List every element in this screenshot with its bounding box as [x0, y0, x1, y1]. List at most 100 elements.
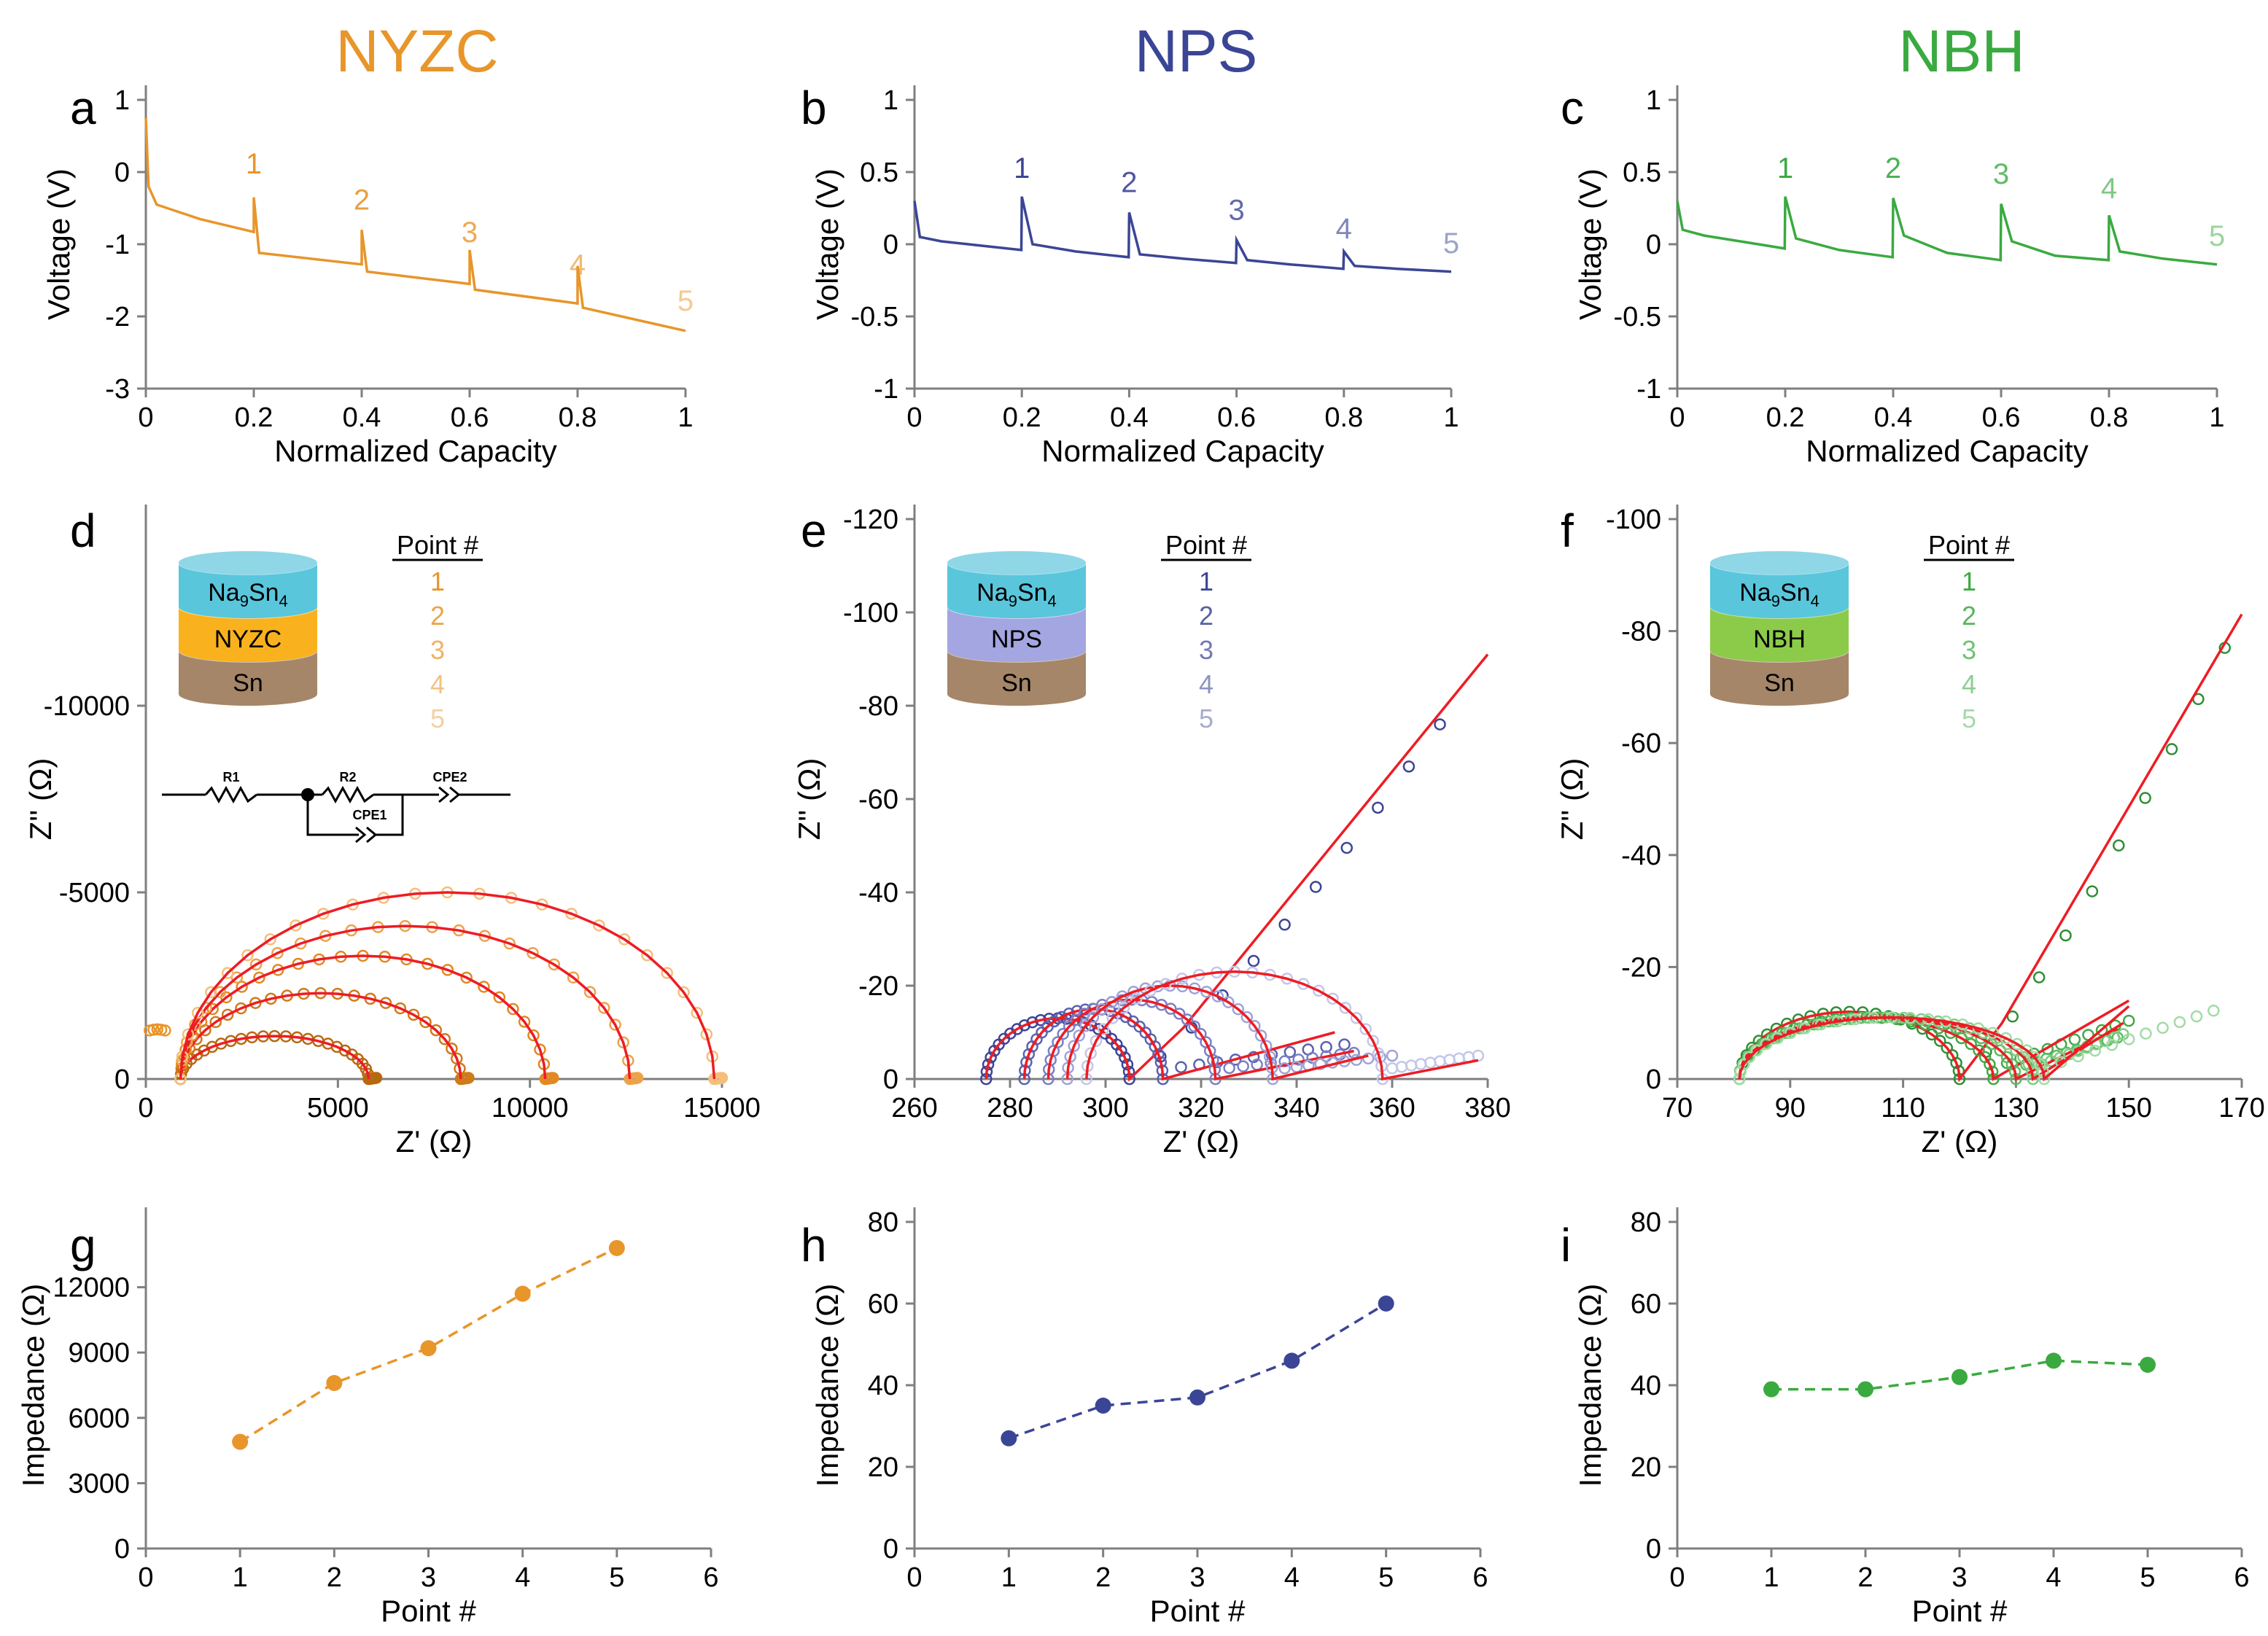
data-point — [2122, 1033, 2135, 1045]
data-point — [1070, 1013, 1083, 1026]
stack-layer-edge — [1710, 595, 1849, 618]
data-point — [2006, 1010, 2019, 1023]
x-tick-label: 320 — [1178, 1093, 1224, 1123]
data-point — [1386, 1062, 1399, 1075]
y-tick-label: -80 — [858, 691, 898, 722]
point-label-2: 2 — [1885, 152, 1901, 184]
y-tick-label: 0 — [114, 157, 130, 188]
stack-middle-label: NPS — [991, 626, 1042, 653]
x-tick-label: 4 — [1284, 1562, 1300, 1593]
data-point — [1424, 1056, 1437, 1069]
data-point — [1283, 1045, 1297, 1059]
panel-f: f 70 90 110 130 150 170 0 -20 -40 -60 -80 -100 Z' (Ω)… — [1555, 505, 2265, 1158]
panel-letter-f: f — [1561, 505, 1574, 557]
data-point — [1181, 1013, 1194, 1026]
fit-curve — [179, 954, 547, 1080]
material-title-nbh: NBH — [1898, 18, 2024, 85]
impedance-trend-line — [1008, 1302, 1387, 1440]
data-point — [1278, 1055, 1291, 1067]
data-point — [2173, 1016, 2186, 1029]
data-point — [2068, 1033, 2081, 1046]
data-point — [1750, 1044, 1763, 1056]
y-tick-label: -5000 — [59, 878, 130, 908]
data-point — [206, 1002, 219, 1016]
stack-bottom-label: Sn — [1001, 669, 1032, 697]
point-legend-item-4: 4 — [1962, 669, 1976, 699]
y-tick-label: 80 — [1631, 1207, 1661, 1238]
y-tick-label: 0 — [883, 1534, 898, 1565]
x-tick-label: 260 — [891, 1093, 937, 1123]
y-axis-label: Impedance (Ω) — [16, 1284, 50, 1487]
y-tick-label: 9000 — [68, 1338, 130, 1368]
y-tick-label: 40 — [868, 1371, 898, 1401]
x-tick-label: 15000 — [683, 1093, 761, 1123]
eis-series-4 — [1061, 979, 1399, 1086]
y-tick-label: 60 — [1631, 1289, 1661, 1320]
point-label-2: 2 — [1121, 167, 1137, 199]
data-point — [264, 933, 276, 946]
data-point — [1106, 996, 1118, 1008]
x-tick-label: 340 — [1273, 1093, 1319, 1123]
impedance-point-3 — [1952, 1368, 1968, 1385]
data-point — [191, 1006, 204, 1019]
data-point — [209, 1016, 222, 1029]
data-point — [1965, 1037, 1977, 1051]
stack-top-label: Na9Sn4 — [1739, 579, 1820, 610]
data-point — [1232, 1002, 1245, 1016]
eis-series-5 — [1080, 965, 1485, 1086]
data-point — [2033, 1058, 2046, 1071]
data-point — [493, 991, 506, 1004]
stack-middle-label: NBH — [1753, 626, 1806, 653]
data-point — [565, 908, 578, 920]
y-tick-label: -0.5 — [1614, 302, 1661, 332]
cpe1-symbol — [355, 826, 378, 844]
stack-cap — [1710, 551, 1849, 574]
point-legend-item-3: 3 — [1962, 635, 1976, 665]
data-point — [1200, 986, 1213, 998]
data-point — [1320, 1040, 1332, 1053]
data-point — [1340, 841, 1354, 854]
data-point — [214, 986, 227, 999]
x-axis-label: Z' (Ω) — [1163, 1124, 1240, 1158]
fit-curve — [1738, 1005, 2130, 1082]
impedance-point-4 — [1283, 1352, 1300, 1369]
data-point — [548, 958, 561, 971]
data-point — [271, 946, 284, 959]
impedance-point-3 — [1189, 1389, 1205, 1406]
x-tick-label: 2 — [327, 1562, 342, 1593]
impedance-point-1 — [1001, 1430, 1017, 1446]
circuit-label-cpe2: CPE2 — [432, 770, 467, 784]
material-stack-diagram: Na9Sn4 NBH Sn — [1709, 550, 1849, 706]
data-point — [462, 1072, 475, 1084]
data-point — [438, 1033, 451, 1045]
y-tick-label: -1 — [1636, 374, 1661, 405]
panel-d: d 0 5000 10000 15000 0 -5000 -10000 Z' (Ω) Z'' (Ω… — [23, 505, 761, 1158]
y-tick-label: -0.5 — [851, 302, 898, 332]
data-point — [221, 1008, 234, 1021]
data-point — [253, 971, 265, 984]
data-point — [1327, 992, 1339, 1005]
data-point — [985, 1051, 997, 1064]
point-label-5: 5 — [2209, 220, 2225, 252]
resistor-r2 — [321, 785, 374, 804]
data-point — [1160, 978, 1172, 990]
data-point — [1362, 1052, 1375, 1065]
x-tick-label: 4 — [2046, 1562, 2061, 1593]
data-point — [1434, 1055, 1446, 1067]
data-point — [1165, 1002, 1177, 1015]
y-axis-label: Voltage (V) — [810, 168, 844, 320]
y-tick-label: -120 — [843, 505, 898, 535]
data-point — [1925, 1028, 1938, 1041]
y-tick-label: 1 — [1646, 85, 1661, 116]
data-point — [631, 1072, 644, 1084]
x-axis-label: Normalized Capacity — [1041, 434, 1324, 468]
y-axis-label: Voltage (V) — [1573, 168, 1607, 320]
data-point — [1116, 990, 1129, 1002]
voltage-curve — [913, 196, 1452, 273]
data-point — [2105, 1039, 2119, 1051]
data-point — [700, 1028, 713, 1040]
eis-series-2 — [1733, 999, 2135, 1086]
data-point — [1119, 1051, 1131, 1064]
